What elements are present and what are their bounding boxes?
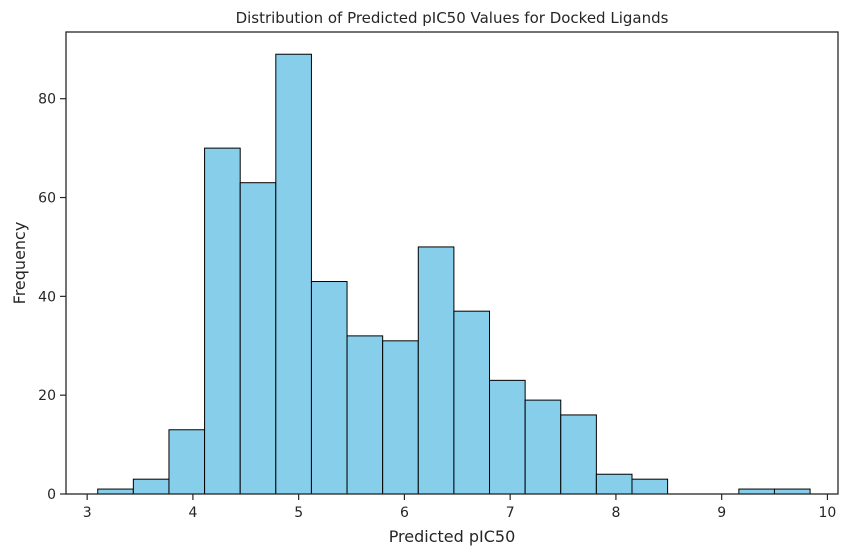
histogram-bar bbox=[738, 488, 775, 495]
y-tick-label: 0 bbox=[47, 487, 56, 503]
histogram-bar bbox=[631, 478, 669, 495]
y-axis-ticks: 0 20 40 60 80 bbox=[38, 92, 66, 503]
histogram-bar bbox=[417, 246, 455, 495]
chart-title: Distribution of Predicted pIC50 Values f… bbox=[236, 9, 669, 27]
histogram-bar bbox=[204, 147, 241, 495]
histogram-bar bbox=[132, 478, 170, 495]
bars-group bbox=[97, 53, 811, 495]
histogram-bar bbox=[97, 488, 134, 495]
y-tick-label: 20 bbox=[38, 388, 56, 404]
histogram-bar bbox=[239, 182, 277, 495]
x-tick-label: 9 bbox=[717, 505, 726, 521]
y-tick-label: 80 bbox=[38, 92, 56, 108]
x-axis-label: Predicted pIC50 bbox=[389, 527, 516, 546]
x-tick-label: 7 bbox=[506, 505, 515, 521]
x-tick-label: 5 bbox=[294, 505, 303, 521]
x-axis-ticks: 3 4 5 6 7 8 9 10 bbox=[83, 494, 837, 521]
y-tick-label: 60 bbox=[38, 191, 56, 207]
histogram-bar bbox=[524, 399, 562, 495]
histogram-bar bbox=[346, 335, 384, 495]
plot-frame bbox=[65, 31, 839, 495]
histogram-bar bbox=[773, 488, 811, 495]
histogram-bar bbox=[310, 281, 348, 495]
histogram-bar bbox=[489, 379, 526, 495]
histogram-bar bbox=[453, 310, 491, 495]
x-tick-label: 4 bbox=[188, 505, 197, 521]
x-tick-label: 3 bbox=[83, 505, 92, 521]
x-tick-label: 10 bbox=[819, 505, 837, 521]
histogram-bar bbox=[382, 340, 419, 495]
histogram-bar bbox=[275, 53, 312, 495]
x-tick-label: 6 bbox=[400, 505, 409, 521]
y-tick-label: 40 bbox=[38, 289, 56, 305]
histogram-bar bbox=[595, 473, 633, 495]
histogram-bar bbox=[560, 414, 597, 495]
histogram-bar bbox=[168, 429, 206, 495]
y-axis-label: Frequency bbox=[10, 222, 29, 305]
x-tick-label: 8 bbox=[611, 505, 620, 521]
